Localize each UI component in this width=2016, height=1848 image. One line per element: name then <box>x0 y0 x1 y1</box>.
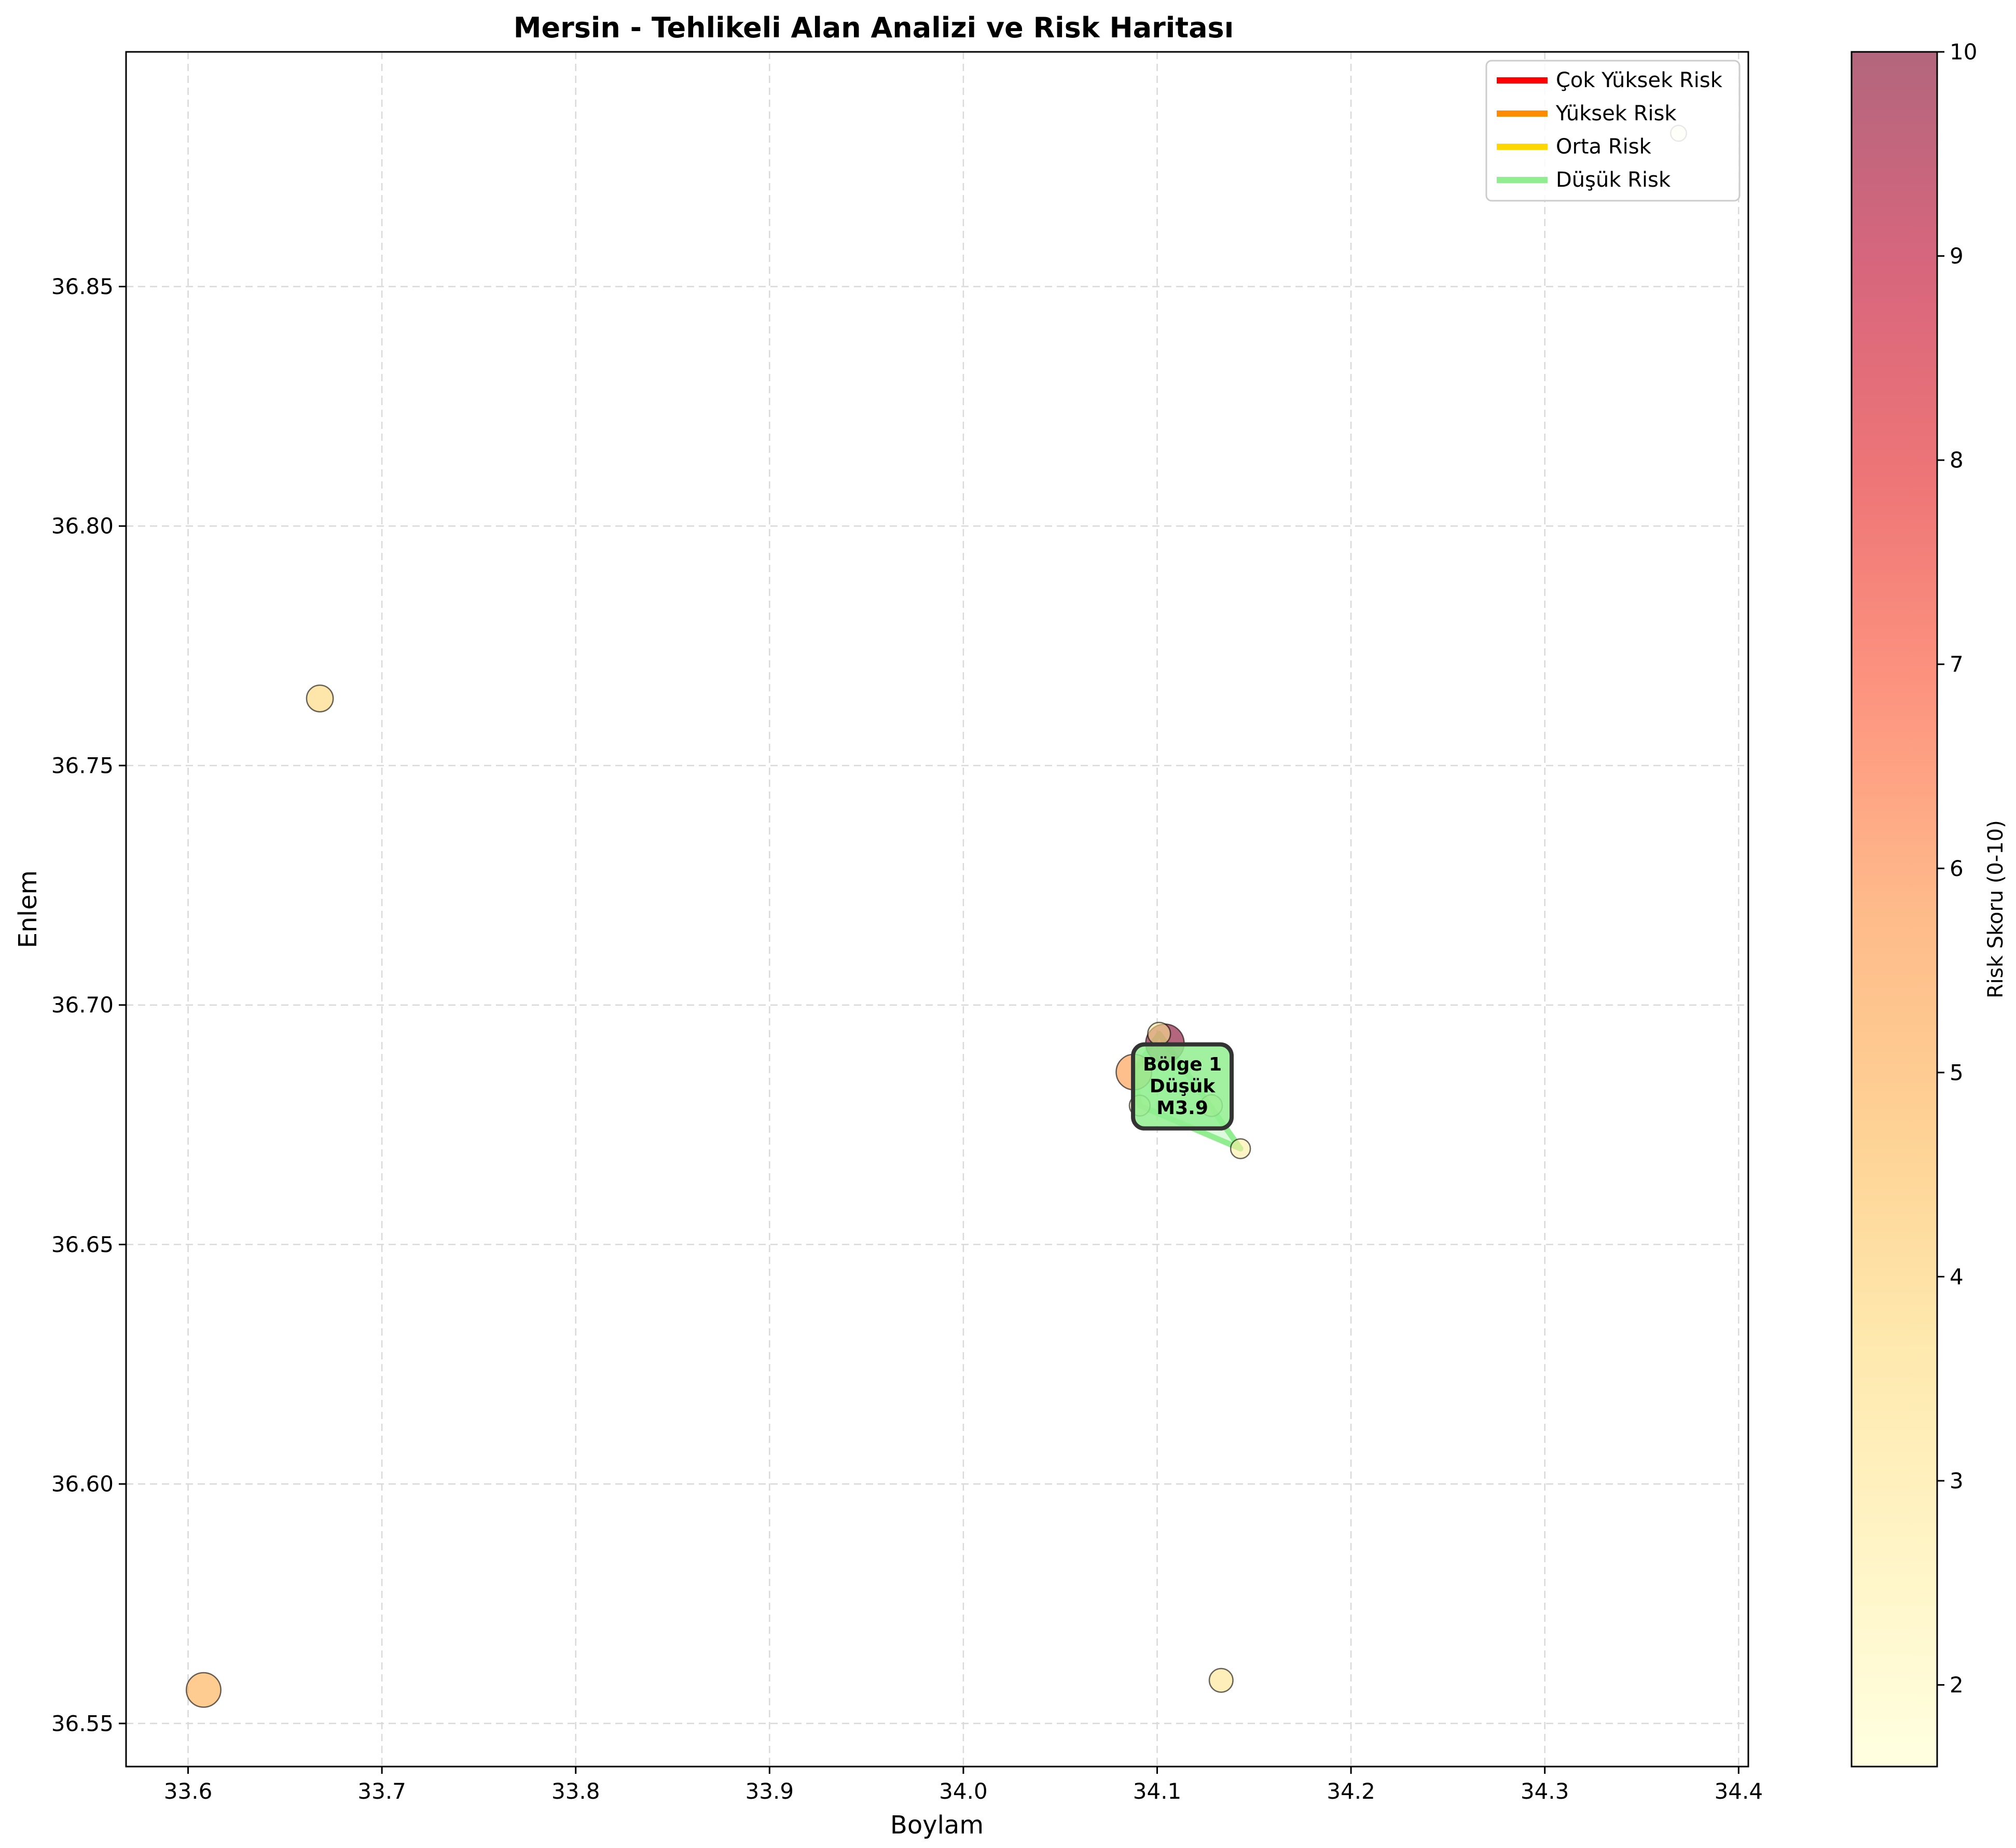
legend-label: Orta Risk <box>1556 135 1652 159</box>
y-tick-label: 36.65 <box>51 1232 114 1257</box>
legend-label: Çok Yüksek Risk <box>1556 68 1723 92</box>
x-tick-label: 33.6 <box>164 1778 213 1804</box>
chart-title: Mersin - Tehlikeli Alan Analizi ve Risk … <box>514 11 1234 44</box>
cluster-label-line: M3.9 <box>1156 1097 1208 1119</box>
y-tick-label: 36.85 <box>51 274 114 299</box>
x-tick-label: 33.8 <box>551 1778 600 1804</box>
x-tick-label: 34.1 <box>1133 1778 1182 1804</box>
cluster-label-box <box>1131 1042 1234 1131</box>
y-tick-label: 36.55 <box>51 1711 114 1736</box>
x-tick-label: 33.9 <box>745 1778 794 1804</box>
x-tick-label: 34.3 <box>1521 1778 1569 1804</box>
data-point <box>306 684 334 713</box>
colorbar-gradient <box>1852 52 1937 1767</box>
y-tick-label: 36.75 <box>51 753 114 778</box>
y-tick-label: 36.70 <box>51 992 114 1018</box>
x-tick-label: 33.7 <box>357 1778 406 1804</box>
colorbar-tick-label: 8 <box>1950 448 1964 473</box>
x-axis-ticks: 33.6 33.7 33.8 33.9 34.0 34.1 34.2 34.3 34.4 <box>164 1767 1763 1804</box>
cluster-label-line: Düşük <box>1150 1076 1216 1097</box>
gridlines <box>126 52 1748 1767</box>
colorbar-tick-label: 7 <box>1950 651 1964 677</box>
colorbar-tick-label: 2 <box>1950 1672 1964 1698</box>
legend-label: Düşük Risk <box>1556 168 1671 192</box>
legend: Çok Yüksek Risk Yüksek Risk Orta Risk Düşük… <box>1485 60 1741 202</box>
colorbar-tick-label: 10 <box>1950 39 1977 65</box>
colorbar-tick-label: 6 <box>1950 856 1964 881</box>
legend-label: Yüksek Risk <box>1555 102 1677 126</box>
x-tick-label: 34.2 <box>1327 1778 1375 1804</box>
y-tick-label: 36.60 <box>51 1471 114 1497</box>
y-tick-label: 36.80 <box>51 513 114 539</box>
colorbar-frame <box>1851 51 1938 1768</box>
colorbar: 2 3 4 5 6 7 8 9 10 Risk Skoru (0-10) <box>1851 39 2008 1768</box>
plot-frame <box>125 51 1749 1768</box>
x-tick-label: 34.4 <box>1715 1778 1763 1804</box>
data-point <box>1230 1138 1251 1159</box>
x-tick-label: 34.0 <box>939 1778 988 1804</box>
colorbar-tick-label: 4 <box>1950 1264 1964 1289</box>
x-axis-title: Boylam <box>890 1811 984 1840</box>
colorbar-tick-label: 9 <box>1950 243 1964 269</box>
legend-box <box>1485 60 1741 202</box>
colorbar-title: Risk Skoru (0-10) <box>1984 820 2008 998</box>
data-point <box>185 1672 222 1708</box>
colorbar-tick-label: 3 <box>1950 1468 1964 1494</box>
colorbar-ticks: 2 3 4 5 6 7 8 9 10 <box>1937 39 1977 1698</box>
cluster-label-line: Bölge 1 <box>1143 1054 1222 1075</box>
data-point <box>1147 1022 1171 1046</box>
colorbar-tick-label: 5 <box>1950 1060 1964 1085</box>
data-point <box>1208 1668 1234 1693</box>
y-axis-ticks: 36.55 36.60 36.65 36.70 36.75 36.80 36.85 <box>51 274 126 1736</box>
y-axis-title: Enlem <box>13 870 43 948</box>
